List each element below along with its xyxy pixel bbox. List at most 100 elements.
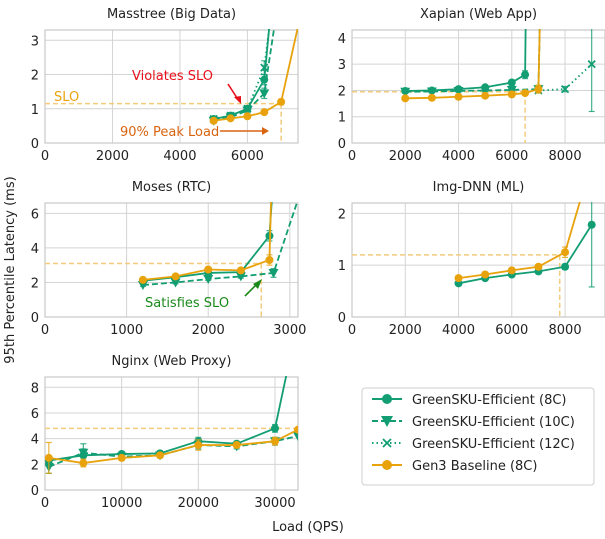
data-point xyxy=(561,248,570,257)
series-line xyxy=(48,428,298,464)
plot-frame xyxy=(351,29,605,144)
x-tick-label: 8000 xyxy=(549,149,582,164)
data-point xyxy=(170,278,181,288)
data-point xyxy=(481,270,490,279)
series-line xyxy=(458,224,593,285)
y-axis-label: 95th Percentile Latency (ms) xyxy=(3,176,18,363)
y-tick-label: 0 xyxy=(31,137,39,152)
series-line xyxy=(405,29,541,93)
data-point xyxy=(243,112,252,121)
legend-label-greensku-12c: GreenSKU-Efficient (12C) xyxy=(412,437,575,452)
y-tick-label: 2 xyxy=(31,69,39,84)
series-greensku-efficient-10c- xyxy=(137,202,298,291)
subplot-title: Masstree (Big Data) xyxy=(107,7,236,22)
series-gen3-baseline-8c- xyxy=(454,202,581,283)
slo-annotation: SLO xyxy=(54,90,79,105)
x-tick-label: 3000 xyxy=(273,323,306,338)
legend-box xyxy=(361,387,595,486)
y-tick-label: 4 xyxy=(31,242,39,257)
data-point xyxy=(45,453,53,462)
data-point xyxy=(277,97,286,106)
legend: GreenSKU-Efficient (8C) GreenSKU-Efficie… xyxy=(361,387,595,486)
series-line xyxy=(142,202,298,286)
series-line xyxy=(142,202,272,281)
series-group xyxy=(45,376,298,474)
x-tick-label: 20000 xyxy=(178,496,219,511)
x-tick-label: 30000 xyxy=(254,496,295,511)
data-point xyxy=(401,94,410,103)
series-gen3-baseline-8c- xyxy=(138,202,274,284)
y-tick-label: 1 xyxy=(338,259,346,274)
peak-load-annotation: 90% Peak Load xyxy=(120,125,219,140)
series-line xyxy=(48,376,288,462)
x-tick-label: 0 xyxy=(348,149,356,164)
data-point xyxy=(203,275,214,284)
data-point xyxy=(260,63,269,72)
y-tick-label: 6 xyxy=(31,407,39,422)
data-point xyxy=(480,86,491,96)
series-line xyxy=(405,29,527,92)
data-point xyxy=(78,448,89,458)
data-point xyxy=(79,459,88,468)
data-point xyxy=(507,266,516,275)
plot-frame xyxy=(351,202,605,318)
y-tick-label: 3 xyxy=(338,58,346,73)
data-point xyxy=(271,424,279,433)
data-point xyxy=(156,451,164,460)
data-point xyxy=(260,108,269,117)
series-gen3-baseline-8c- xyxy=(45,425,298,474)
x-tick-label: 2000 xyxy=(192,323,225,338)
data-point xyxy=(232,441,241,450)
data-point xyxy=(226,114,235,123)
legend-label-greensku-8c: GreenSKU-Efficient (8C) xyxy=(412,393,567,408)
data-point xyxy=(209,116,218,125)
legend-entry-greensku-12c: GreenSKU-Efficient (12C) xyxy=(372,437,575,452)
legend-entry-greensku-8c: GreenSKU-Efficient (8C) xyxy=(372,393,567,408)
y-tick-label: 1 xyxy=(31,103,39,118)
data-point xyxy=(507,78,516,87)
y-tick-label: 0 xyxy=(338,137,346,152)
legend-entry-greensku-10c: GreenSKU-Efficient (10C) xyxy=(372,415,575,430)
data-point xyxy=(587,220,596,229)
x-tick-label: 4000 xyxy=(163,149,196,164)
data-point xyxy=(454,92,463,101)
x-tick-label: 8000 xyxy=(549,323,582,338)
satisfies-slo-annotation: Satisfies SLO xyxy=(145,296,229,311)
x-tick-label: 10000 xyxy=(101,496,142,511)
subplot-5: 0 10000 20000 30000 0 2 4 6 8 Nginx (Web Proxy) xyxy=(31,354,299,511)
y-tick-label: 8 xyxy=(31,381,39,396)
x-tick-label: 6000 xyxy=(231,149,264,164)
data-point xyxy=(293,432,298,442)
y-tick-label: 1 xyxy=(338,111,346,126)
series-line xyxy=(538,63,593,92)
data-point xyxy=(521,89,530,98)
y-tick-label: 2 xyxy=(31,276,39,291)
plot-frame xyxy=(44,202,299,318)
y-tick-label: 0 xyxy=(31,484,39,499)
x-tick-label: 2000 xyxy=(96,149,129,164)
y-tick-label: 0 xyxy=(338,311,346,326)
x-tick-label: 0 xyxy=(41,149,49,164)
data-point xyxy=(426,87,437,97)
y-tick-label: 2 xyxy=(338,84,346,99)
data-point xyxy=(587,60,596,69)
x-tick-label: 0 xyxy=(41,323,49,338)
violates-slo-annotation: Violates SLO xyxy=(132,69,213,84)
data-point xyxy=(236,266,245,275)
subplot-1: 0 2000 4000 6000 0 1 2 3 Masstree (Big Data) xyxy=(31,7,299,164)
x-tick-label: 6000 xyxy=(495,149,528,164)
x-tick-label: 0 xyxy=(41,496,49,511)
data-point xyxy=(400,87,411,97)
data-point xyxy=(137,281,148,291)
data-point xyxy=(454,274,463,283)
data-point xyxy=(427,93,436,102)
subplot-title: Moses (RTC) xyxy=(132,180,211,195)
x-tick-label: 2000 xyxy=(389,149,422,164)
data-point xyxy=(265,256,274,264)
data-point xyxy=(507,90,516,99)
y-tick-label: 6 xyxy=(31,207,39,222)
x-tick-label: 4000 xyxy=(442,323,475,338)
legend-label-gen3-baseline-8c: Gen3 Baseline (8C) xyxy=(412,459,537,474)
